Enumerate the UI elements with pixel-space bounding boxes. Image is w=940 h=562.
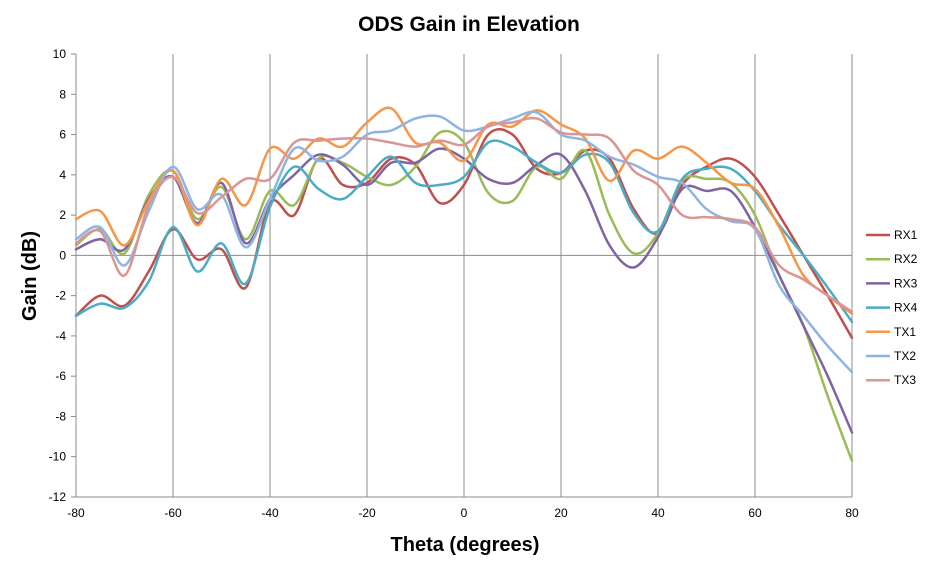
series-line-rx1 bbox=[74, 128, 854, 340]
x-tick-label-6: 40 bbox=[651, 506, 665, 520]
x-tick-label-5: 20 bbox=[554, 506, 568, 520]
y-tick-label-11: 10 bbox=[53, 47, 67, 61]
chart-title: ODS Gain in Elevation bbox=[358, 13, 580, 36]
x-tick-label-0: -80 bbox=[67, 506, 85, 520]
y-tick-label-2: -8 bbox=[55, 409, 66, 423]
series-line-tx3 bbox=[74, 116, 854, 313]
legend-label-rx2: RX2 bbox=[894, 252, 918, 266]
legend-label-rx4: RX4 bbox=[894, 301, 918, 315]
y-tick-label-5: -2 bbox=[55, 289, 66, 303]
x-tick-label-3: -20 bbox=[358, 506, 376, 520]
y-tick-label-4: -4 bbox=[55, 329, 66, 343]
gridlines bbox=[172, 54, 853, 497]
y-tick-label-6: 0 bbox=[59, 248, 66, 262]
legend-label-tx2: TX2 bbox=[894, 349, 916, 363]
y-tick-label-3: -6 bbox=[55, 369, 66, 383]
y-tick-label-9: 6 bbox=[59, 128, 66, 142]
series-line-rx4 bbox=[74, 139, 854, 324]
x-axis-title: Theta (degrees) bbox=[391, 534, 540, 556]
y-tick-label-0: -12 bbox=[49, 490, 67, 504]
legend-label-tx3: TX3 bbox=[894, 373, 916, 387]
legend: RX1 RX2 RX3 RX4 TX1 TX2 TX3 bbox=[866, 228, 918, 387]
legend-label-rx1: RX1 bbox=[894, 228, 918, 242]
y-tick-label-7: 2 bbox=[59, 208, 66, 222]
x-tick-label-7: 60 bbox=[748, 506, 762, 520]
x-tick-label-8: 80 bbox=[845, 506, 859, 520]
x-tick-label-1: -60 bbox=[164, 506, 182, 520]
legend-label-tx1: TX1 bbox=[894, 325, 916, 339]
x-tick-label-4: 0 bbox=[461, 506, 468, 520]
x-tick-label-2: -40 bbox=[261, 506, 279, 520]
plot-axes bbox=[71, 53, 852, 498]
legend-label-rx3: RX3 bbox=[894, 276, 918, 290]
series-line-tx1 bbox=[74, 106, 854, 316]
series-lines bbox=[74, 106, 854, 462]
y-tick-label-1: -10 bbox=[49, 450, 67, 464]
y-axis-title: Gain (dB) bbox=[19, 231, 41, 321]
y-tick-label-10: 8 bbox=[59, 87, 66, 101]
y-tick-label-8: 4 bbox=[59, 168, 66, 182]
